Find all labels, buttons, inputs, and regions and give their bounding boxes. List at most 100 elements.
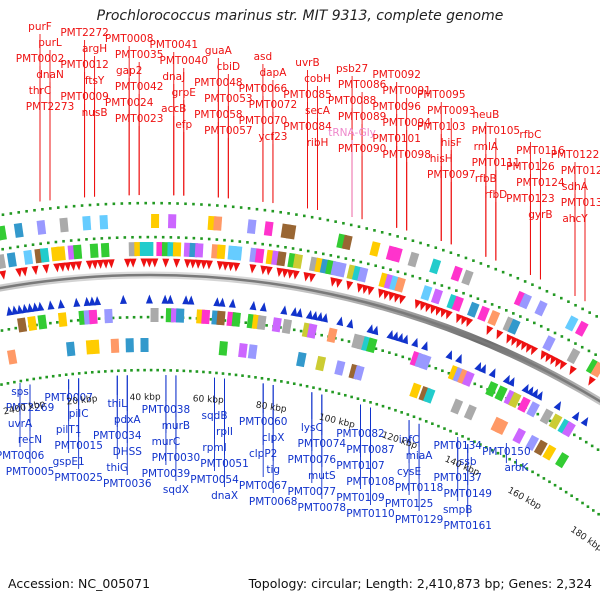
reverse-gene-label: PMT0108 [346, 476, 395, 488]
cog-category-block [542, 335, 556, 352]
track-boundary-dot [440, 284, 444, 287]
cog-category-block [90, 339, 100, 355]
forward-gene-label: argH [82, 43, 107, 55]
forward-gene-label: secA [305, 105, 331, 117]
track-boundary-dot [244, 321, 248, 324]
track-boundary-dot [479, 385, 483, 388]
track-boundary-dot [132, 315, 136, 319]
reverse-gene-arrow [249, 300, 257, 311]
reverse-gene-label: PMT0068 [249, 496, 298, 508]
reverse-gene-arrow [396, 333, 404, 343]
forward-gene-arrow [521, 340, 529, 351]
track-boundary-dot [139, 315, 143, 319]
forward-gene-label: PMT0127 [561, 165, 600, 177]
track-boundary-dot [169, 369, 173, 372]
forward-gene-label: PMT0058 [194, 109, 243, 121]
forward-gene-label: PMT0090 [338, 143, 387, 155]
forward-gene-label: rmlA [474, 141, 499, 153]
track-boundary-dot [228, 372, 231, 376]
track-boundary-dot [195, 370, 199, 373]
reverse-gene-arrow [507, 377, 515, 387]
forward-gene-label: PMT0088 [328, 95, 377, 107]
forward-gene-arrow [96, 259, 104, 269]
reverse-gene-arrow [27, 303, 35, 313]
reverse-gene-label: PMT0025 [54, 472, 103, 484]
reverse-gene-label: PMT0077 [288, 486, 337, 498]
track-boundary-dot [401, 355, 405, 359]
cog-category-block [585, 358, 600, 375]
track-boundary-dot [408, 357, 411, 361]
forward-gene-arrow [227, 261, 235, 272]
reverse-gene-label: PMT0030 [152, 452, 201, 464]
track-boundary-dot [490, 448, 494, 452]
reverse-gene-label: uvrA [8, 418, 33, 430]
reverse-gene-arrow [83, 296, 91, 307]
reverse-gene-arrow [580, 416, 589, 427]
forward-gene-arrow [91, 260, 99, 270]
track-boundary-dot [238, 240, 242, 243]
forward-gene-arrow [140, 258, 148, 268]
track-boundary-dot [200, 203, 203, 206]
forward-gene-arrow [249, 264, 257, 274]
forward-gene-label: PMT0124 [516, 177, 565, 189]
cog-category-block [561, 421, 576, 438]
track-boundary-dot [542, 477, 546, 480]
forward-gene-arrow [425, 302, 433, 313]
cog-category-block [315, 355, 327, 372]
reverse-gene-arrow [315, 312, 323, 322]
track-boundary-dot [567, 300, 570, 303]
cog-category-block [296, 351, 307, 368]
track-boundary-dot [479, 262, 483, 265]
track-boundary-dot [299, 248, 302, 252]
cog-category-block [231, 312, 241, 327]
forward-gene-label: PMT0126 [506, 161, 555, 173]
track-boundary-dot [143, 368, 146, 372]
reverse-gene-arrow [21, 303, 29, 314]
reverse-gene-label: sqdX [163, 484, 189, 496]
forward-gene-arrow [222, 261, 230, 271]
backbone-core [0, 273, 600, 403]
track-boundary-dot [597, 512, 600, 516]
cog-category-block [508, 392, 522, 409]
forward-gene-arrow [545, 352, 553, 363]
reverse-gene-arrow [228, 298, 236, 308]
cog-category-block [477, 305, 490, 322]
reverse-gene-labels: sps PMT2269 uvrA recN PMT0006 PMT0005 PMT0007 p… [0, 386, 531, 532]
track-boundary-dot [431, 422, 434, 425]
track-boundary-dot [340, 338, 344, 342]
track-boundary-dot [321, 252, 325, 256]
reverse-gene-arrow [16, 304, 24, 315]
genome-summary-text: Topology: circular; Length: 2,410,873 bp… [248, 576, 592, 591]
track-boundary-dot [33, 208, 36, 212]
track-boundary-dot [469, 294, 473, 298]
cog-category-block [59, 217, 69, 233]
cog-category-block [56, 246, 66, 261]
track-boundary-dot [411, 239, 415, 243]
track-boundary-dot [434, 366, 438, 370]
cog-category-block [256, 315, 267, 331]
forward-gene-arrow [124, 258, 132, 268]
forward-gene-label: sdhA [562, 181, 589, 193]
forward-gene-arrow [531, 345, 539, 356]
track-boundary-dot [496, 451, 500, 455]
forward-gene-label: PMT0092 [372, 69, 421, 81]
forward-gene-arrow [555, 357, 563, 368]
cog-category-block [89, 243, 99, 258]
track-boundary-dot [223, 238, 226, 242]
track-boundary-dot [584, 440, 588, 444]
track-boundary-dot [479, 443, 482, 446]
track-boundary-dot [84, 371, 88, 375]
track-boundary-dot [381, 404, 385, 408]
track-boundary-dot [433, 281, 436, 285]
reverse-gene-label: PMT2269 [6, 402, 55, 414]
reverse-gene-arrow [166, 294, 174, 304]
reverse-gene-arrow [11, 305, 19, 316]
forward-gene-label: PMT0096 [372, 101, 421, 113]
track-boundary-dot [160, 201, 163, 205]
reverse-gene-label: lysC [301, 422, 323, 434]
forward-label-leaders [39, 34, 586, 302]
forward-gene-arrow [53, 263, 61, 273]
cog-category-block [13, 222, 24, 238]
track-boundary-dot [302, 214, 306, 218]
forward-gene-label: cbiD [217, 61, 240, 73]
